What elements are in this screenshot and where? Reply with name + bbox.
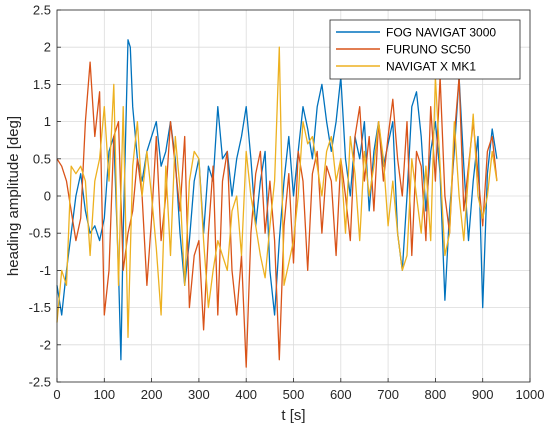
x-tick-label: 800	[425, 387, 447, 402]
y-axis-label: heading amplitude [deg]	[5, 116, 22, 276]
x-axis-label: t [s]	[281, 407, 305, 424]
series-lines	[56, 39, 498, 368]
x-tick-label: 1000	[516, 387, 545, 402]
y-tick-label: -0.5	[29, 226, 51, 241]
x-tick-label: 300	[188, 387, 210, 402]
series-line-3	[56, 46, 498, 339]
x-axis-ticks: 0 100 200 300 400 500 600 700 800 900 1000	[53, 378, 544, 402]
legend-label: FOG NAVIGAT 3000	[386, 26, 496, 40]
y-tick-label: -1	[39, 263, 51, 278]
y-axis-ticks: -2.5 -2 -1.5 -1 -0.5 0 0.5 1 1.5 2 2.5	[29, 3, 61, 390]
legend-label: NAVIGAT X MK1	[386, 60, 476, 74]
y-tick-label: -2	[39, 337, 51, 352]
y-tick-label: 0.5	[33, 151, 51, 166]
x-tick-label: 0	[53, 387, 60, 402]
legend-label: FURUNO SC50	[386, 43, 471, 57]
y-tick-label: 1	[44, 114, 51, 129]
y-tick-label: -2.5	[29, 375, 51, 390]
y-tick-label: -1.5	[29, 300, 51, 315]
x-tick-label: 400	[235, 387, 257, 402]
x-tick-label: 100	[93, 387, 115, 402]
y-tick-label: 2.5	[33, 3, 51, 18]
x-tick-label: 900	[472, 387, 494, 402]
x-tick-label: 200	[141, 387, 163, 402]
y-tick-label: 0	[44, 189, 51, 204]
x-tick-label: 600	[330, 387, 352, 402]
y-tick-label: 2	[44, 40, 51, 55]
x-tick-label: 700	[377, 387, 399, 402]
x-tick-label: 500	[283, 387, 305, 402]
legend: FOG NAVIGAT 3000 FURUNO SC50 NAVIGAT X MK1	[329, 19, 521, 80]
y-tick-label: 1.5	[33, 77, 51, 92]
series-line-1	[56, 39, 498, 361]
